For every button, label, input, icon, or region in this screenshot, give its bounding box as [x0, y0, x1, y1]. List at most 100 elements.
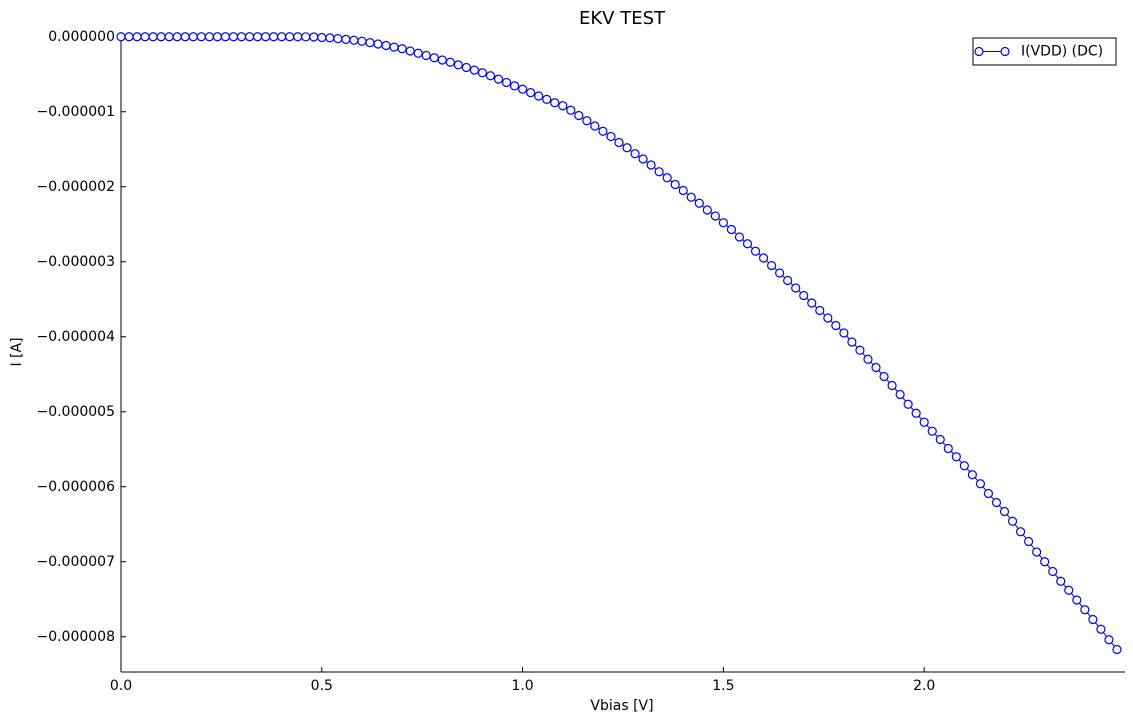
data-point	[325, 33, 335, 43]
data-point	[188, 32, 198, 42]
data-point	[855, 345, 865, 355]
data-point	[357, 36, 367, 46]
data-point	[252, 32, 263, 42]
data-point	[204, 32, 214, 42]
data-point	[132, 32, 142, 42]
data-point	[1088, 614, 1098, 625]
data-point	[606, 131, 616, 142]
data-point	[1040, 557, 1050, 567]
y-tick-label: −0.000003	[36, 254, 115, 270]
data-point	[598, 126, 608, 136]
data-point	[766, 260, 777, 271]
data-point	[148, 32, 158, 42]
data-point	[285, 32, 295, 42]
data-point	[951, 452, 961, 462]
data-point	[686, 192, 696, 202]
data-point	[975, 479, 986, 489]
data-point	[461, 62, 471, 73]
y-tick-label: −0.000005	[36, 404, 115, 420]
data-point	[453, 60, 463, 70]
data-point	[783, 275, 793, 286]
data-point	[1096, 624, 1106, 634]
data-point	[582, 116, 592, 126]
data-point	[429, 53, 439, 63]
data-point	[164, 32, 174, 42]
legend-label: I(VDD) (DC)	[1021, 44, 1103, 60]
data-point	[791, 283, 801, 293]
data-point	[1024, 536, 1034, 547]
data-point	[212, 32, 222, 42]
data-point	[445, 57, 455, 67]
data-point	[421, 50, 431, 61]
data-point	[172, 32, 182, 42]
data-point	[437, 55, 447, 65]
data-point	[1048, 566, 1058, 577]
data-point	[244, 32, 255, 42]
data-point	[309, 32, 319, 42]
data-point	[775, 268, 785, 278]
legend-marker	[974, 46, 984, 57]
data-point	[718, 218, 729, 228]
data-point	[967, 470, 977, 480]
data-point	[871, 362, 881, 373]
data-point	[140, 32, 150, 42]
data-point	[863, 354, 873, 364]
data-point	[927, 426, 937, 436]
data-point	[959, 461, 969, 471]
data-point	[228, 32, 239, 42]
data-point	[1112, 644, 1122, 655]
data-point	[180, 32, 190, 42]
data-point	[734, 232, 745, 242]
data-point	[678, 185, 688, 196]
y-tick-label: −0.000002	[36, 179, 115, 195]
data-point	[349, 35, 359, 45]
data-point	[477, 68, 488, 78]
data-point	[509, 81, 520, 91]
data-point	[116, 32, 126, 42]
data-point	[638, 154, 648, 164]
data-point	[1015, 527, 1026, 537]
x-tick-label: 0.0	[110, 678, 132, 694]
legend-marker	[1000, 46, 1010, 57]
data-point	[1032, 547, 1042, 557]
data-point	[269, 32, 279, 42]
data-point	[799, 290, 809, 301]
data-point	[220, 32, 231, 42]
data-point	[879, 371, 889, 382]
data-point	[742, 239, 753, 249]
data-point	[622, 143, 632, 153]
data-point	[670, 179, 680, 190]
data-point	[156, 32, 166, 42]
data-point	[646, 160, 656, 170]
data-point	[702, 205, 712, 215]
x-tick-label: 1.0	[511, 678, 533, 694]
data-point	[365, 37, 375, 48]
data-point	[590, 121, 600, 131]
x-tick-label: 1.5	[712, 678, 734, 694]
data-point	[630, 149, 640, 159]
y-axis-label: I [A]	[9, 337, 25, 366]
data-point	[469, 65, 480, 75]
data-point	[935, 434, 945, 445]
data-point	[911, 408, 921, 418]
data-point	[991, 497, 1002, 508]
data-point	[534, 91, 544, 101]
data-point	[574, 110, 584, 121]
data-point	[397, 44, 407, 54]
x-tick-label: 0.5	[311, 678, 333, 694]
data-point	[124, 32, 134, 42]
data-point	[903, 399, 913, 409]
data-point	[847, 337, 857, 347]
y-tick-label: −0.000001	[36, 104, 115, 120]
y-tick-label: −0.000007	[36, 554, 115, 570]
data-point	[196, 32, 206, 42]
data-point	[654, 167, 664, 177]
data-point	[413, 48, 423, 58]
data-point	[333, 34, 343, 44]
data-point	[260, 32, 271, 42]
data-point	[662, 173, 672, 183]
x-tick-label: 2.0	[913, 678, 935, 694]
data-point	[1064, 585, 1074, 595]
data-point	[517, 84, 528, 94]
